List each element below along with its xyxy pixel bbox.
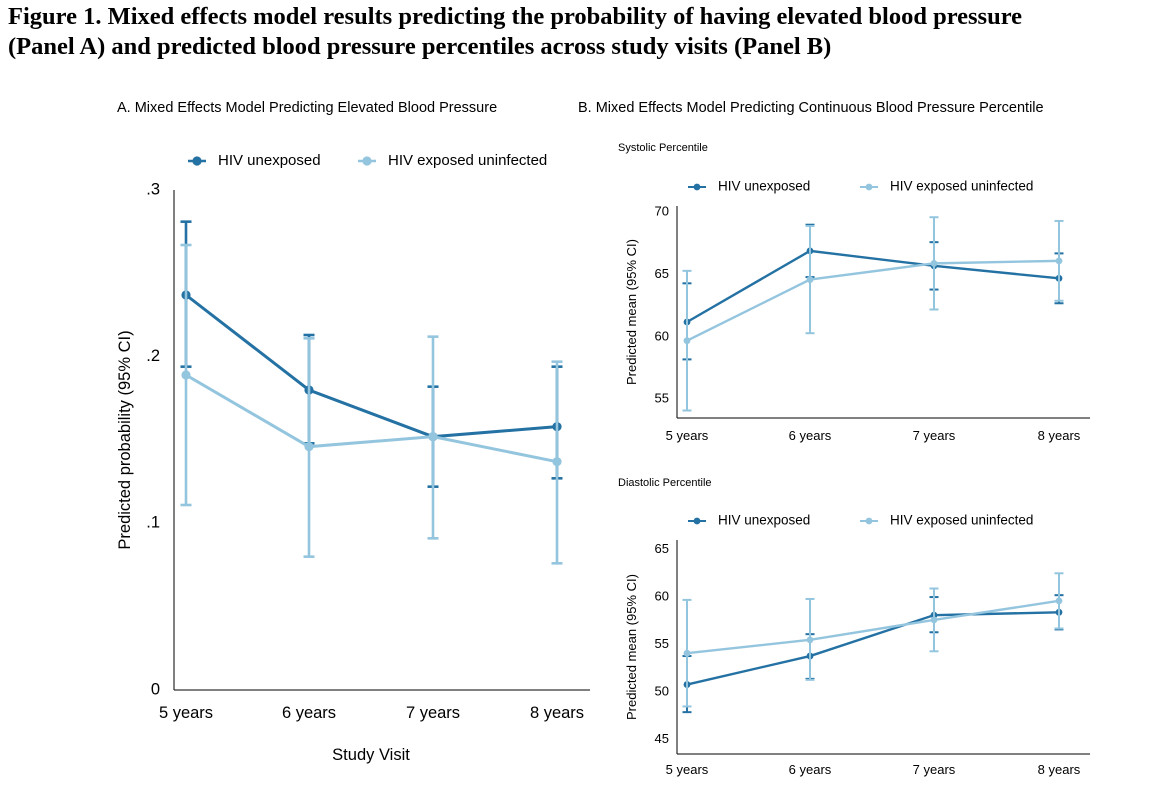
y-axis-label: Predicted mean (95% CI) [624,574,639,720]
series-line [686,249,1060,324]
data-point [1055,597,1063,605]
y-tick-label: 55 [655,636,669,651]
chart-panel-b-systolic: B. Mixed Effects Model Predicting Contin… [578,100,1090,443]
data-point [806,276,814,283]
legend-marker [865,517,873,525]
y-tick-label: 60 [655,328,669,343]
data-point [181,370,191,380]
series-line [185,373,558,464]
chart-panel-b-diastolic: Diastolic Percentile 45 50 55 60 65 5 years 6 y… [618,477,1090,777]
x-tick-label: 6 years [282,704,336,722]
x-axis-label: Study Visit [332,746,410,764]
x-tick-label: 6 years [789,428,832,443]
x-tick-label: 7 years [406,704,460,722]
legend-label: HIV exposed uninfected [890,179,1033,194]
x-tick-label: 7 years [913,762,956,777]
data-point [304,442,314,452]
legend-label: HIV unexposed [718,513,810,528]
data-point [428,432,438,442]
y-axis-label: Predicted mean (95% CI) [624,239,639,385]
data-point [1055,257,1063,265]
legend-label: HIV unexposed [218,152,321,169]
x-tick-label: 5 years [666,762,709,777]
x-tick-label: 8 years [1038,762,1081,777]
y-tick-label: 55 [655,391,669,406]
y-tick-label: 50 [655,684,669,699]
panel-title: A. Mixed Effects Model Predicting Elevat… [117,100,497,116]
data-point [683,337,691,345]
series-hiv-exposed-uninfected [682,572,1064,708]
data-point [552,457,562,467]
series-hiv-unexposed [682,594,1064,714]
chart-panel-a: A. Mixed Effects Model Predicting Elevat… [116,100,590,764]
x-tick-label: 6 years [789,762,832,777]
y-tick-label: .1 [146,514,160,532]
x-tick-label: 5 years [666,428,709,443]
y-tick-label: 65 [655,541,669,556]
series-line [686,599,1060,655]
data-point [930,259,938,267]
panel-subtitle: Systolic Percentile [618,142,708,154]
legend-label: HIV exposed uninfected [388,152,547,169]
legend-marker [693,517,701,525]
y-tick-label: 45 [655,731,669,746]
y-tick-label: .3 [146,180,160,198]
panel-title: B. Mixed Effects Model Predicting Contin… [578,100,1044,116]
legend-marker [693,183,701,191]
y-tick-label: 0 [151,680,160,698]
legend-label: HIV exposed uninfected [890,513,1033,528]
x-tick-label: 5 years [159,704,213,722]
series-line [686,611,1060,686]
series-hiv-unexposed [180,220,563,488]
y-axis-label: Predicted probability (95% CI) [116,330,134,549]
series-hiv-unexposed [682,223,1064,361]
data-point [930,616,938,624]
figure-title-line-1: Figure 1. Mixed effects model results pr… [8,3,1022,30]
panel-subtitle: Diastolic Percentile [618,477,712,489]
x-tick-label: 8 years [1038,428,1081,443]
legend-marker [192,156,202,166]
legend-marker [865,183,873,191]
y-tick-label: 60 [655,589,669,604]
y-tick-label: 70 [655,204,669,219]
data-point [806,636,814,644]
legend-label: HIV unexposed [718,179,810,194]
figure-title-line-2: (Panel A) and predicted blood pressure p… [8,33,832,60]
data-point [683,649,691,657]
y-tick-label: .2 [146,347,160,365]
x-tick-label: 8 years [530,704,584,722]
legend-marker [362,156,372,166]
series-line [185,293,558,439]
y-tick-label: 65 [655,266,669,281]
series-hiv-exposed-uninfected [180,243,563,565]
series-hiv-exposed-uninfected [682,216,1064,412]
x-tick-label: 7 years [913,428,956,443]
figure-title: Figure 1. Mixed effects model results pr… [8,2,1148,62]
series-line [686,259,1060,342]
